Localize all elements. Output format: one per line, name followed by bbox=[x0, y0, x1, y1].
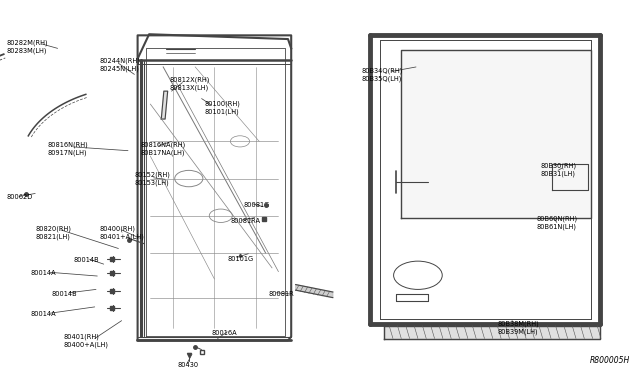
Polygon shape bbox=[296, 285, 333, 298]
Text: 80062D: 80062D bbox=[6, 194, 33, 200]
Text: 80244N(RH)
80245N(LH): 80244N(RH) 80245N(LH) bbox=[99, 58, 140, 72]
Text: 80430: 80430 bbox=[178, 362, 199, 368]
Text: 80401(RH)
80400+A(LH): 80401(RH) 80400+A(LH) bbox=[64, 333, 109, 347]
Text: 80100(RH)
80101(LH): 80100(RH) 80101(LH) bbox=[205, 101, 241, 115]
Text: R800005H: R800005H bbox=[590, 356, 630, 365]
Text: 80B30(RH)
80B31(LH): 80B30(RH) 80B31(LH) bbox=[541, 162, 577, 176]
Text: 80016A: 80016A bbox=[211, 330, 237, 336]
Text: 80101G: 80101G bbox=[227, 256, 253, 262]
Text: 80014A: 80014A bbox=[30, 270, 56, 276]
Text: 80282M(RH)
80283M(LH): 80282M(RH) 80283M(LH) bbox=[6, 39, 48, 54]
Polygon shape bbox=[384, 326, 600, 339]
Text: 80B34Q(RH)
80B35Q(LH): 80B34Q(RH) 80B35Q(LH) bbox=[362, 67, 403, 81]
Text: 80014B: 80014B bbox=[74, 257, 99, 263]
Text: 80081G: 80081G bbox=[243, 202, 269, 208]
Text: 80812X(RH)
80813X(LH): 80812X(RH) 80813X(LH) bbox=[170, 77, 210, 91]
Text: 80816N(RH)
80917N(LH): 80816N(RH) 80917N(LH) bbox=[48, 142, 89, 156]
Text: 80820(RH)
80821(LH): 80820(RH) 80821(LH) bbox=[35, 225, 71, 240]
Text: 80081R: 80081R bbox=[269, 291, 294, 297]
Text: 80400(RH)
80401+A(LH): 80400(RH) 80401+A(LH) bbox=[99, 225, 144, 240]
Text: 80816NA(RH)
80B17NA(LH): 80816NA(RH) 80B17NA(LH) bbox=[141, 142, 186, 156]
Text: 80152(RH)
80153(LH): 80152(RH) 80153(LH) bbox=[134, 171, 170, 186]
Text: 80B60N(RH)
80B61N(LH): 80B60N(RH) 80B61N(LH) bbox=[536, 216, 577, 230]
Polygon shape bbox=[401, 50, 591, 218]
Polygon shape bbox=[161, 91, 168, 119]
Text: 80014A: 80014A bbox=[30, 311, 56, 317]
Text: 80B38M(RH)
80B39M(LH): 80B38M(RH) 80B39M(LH) bbox=[498, 320, 540, 334]
Text: 80081RA: 80081RA bbox=[230, 218, 260, 224]
Text: 80014B: 80014B bbox=[51, 291, 77, 297]
